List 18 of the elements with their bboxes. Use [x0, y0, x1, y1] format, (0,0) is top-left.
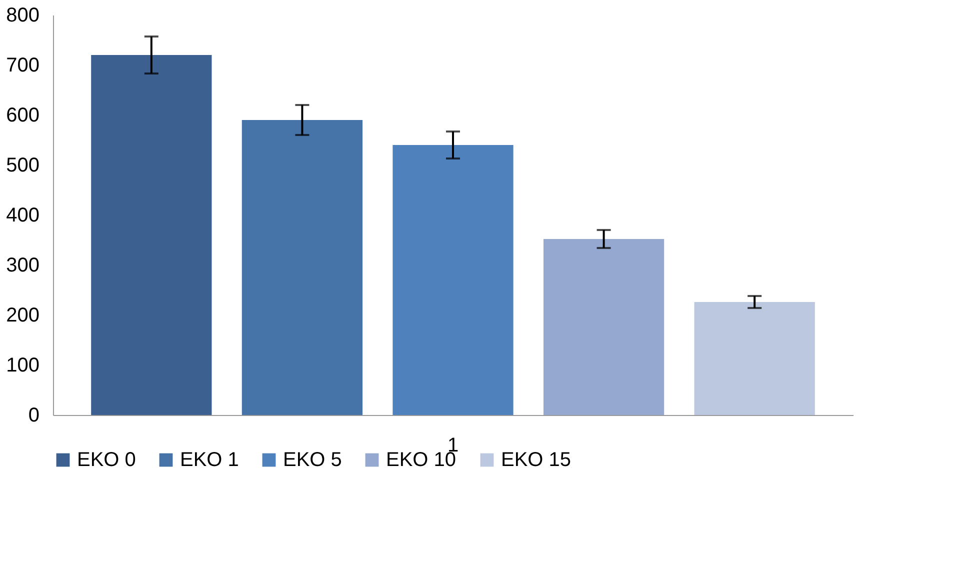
- legend-label: EKO 5: [283, 449, 342, 471]
- y-tick-label: 800: [6, 4, 40, 26]
- y-tick-label: 0: [28, 404, 40, 426]
- bar: [91, 55, 212, 415]
- legend-label: EKO 1: [180, 449, 239, 471]
- legend-label: EKO 0: [77, 449, 136, 471]
- legend-label: EKO 15: [501, 449, 572, 471]
- bar: [543, 239, 664, 415]
- bar: [242, 120, 363, 415]
- y-tick-label: 300: [6, 254, 40, 276]
- y-tick-label: 500: [6, 154, 40, 176]
- y-tick-label: 700: [6, 54, 40, 76]
- bar: [694, 302, 815, 415]
- y-tick-label: 100: [6, 354, 40, 376]
- y-tick-label: 600: [6, 104, 40, 126]
- bar: [392, 145, 514, 415]
- y-tick-label: 400: [6, 204, 40, 226]
- y-tick-label: 200: [6, 304, 40, 326]
